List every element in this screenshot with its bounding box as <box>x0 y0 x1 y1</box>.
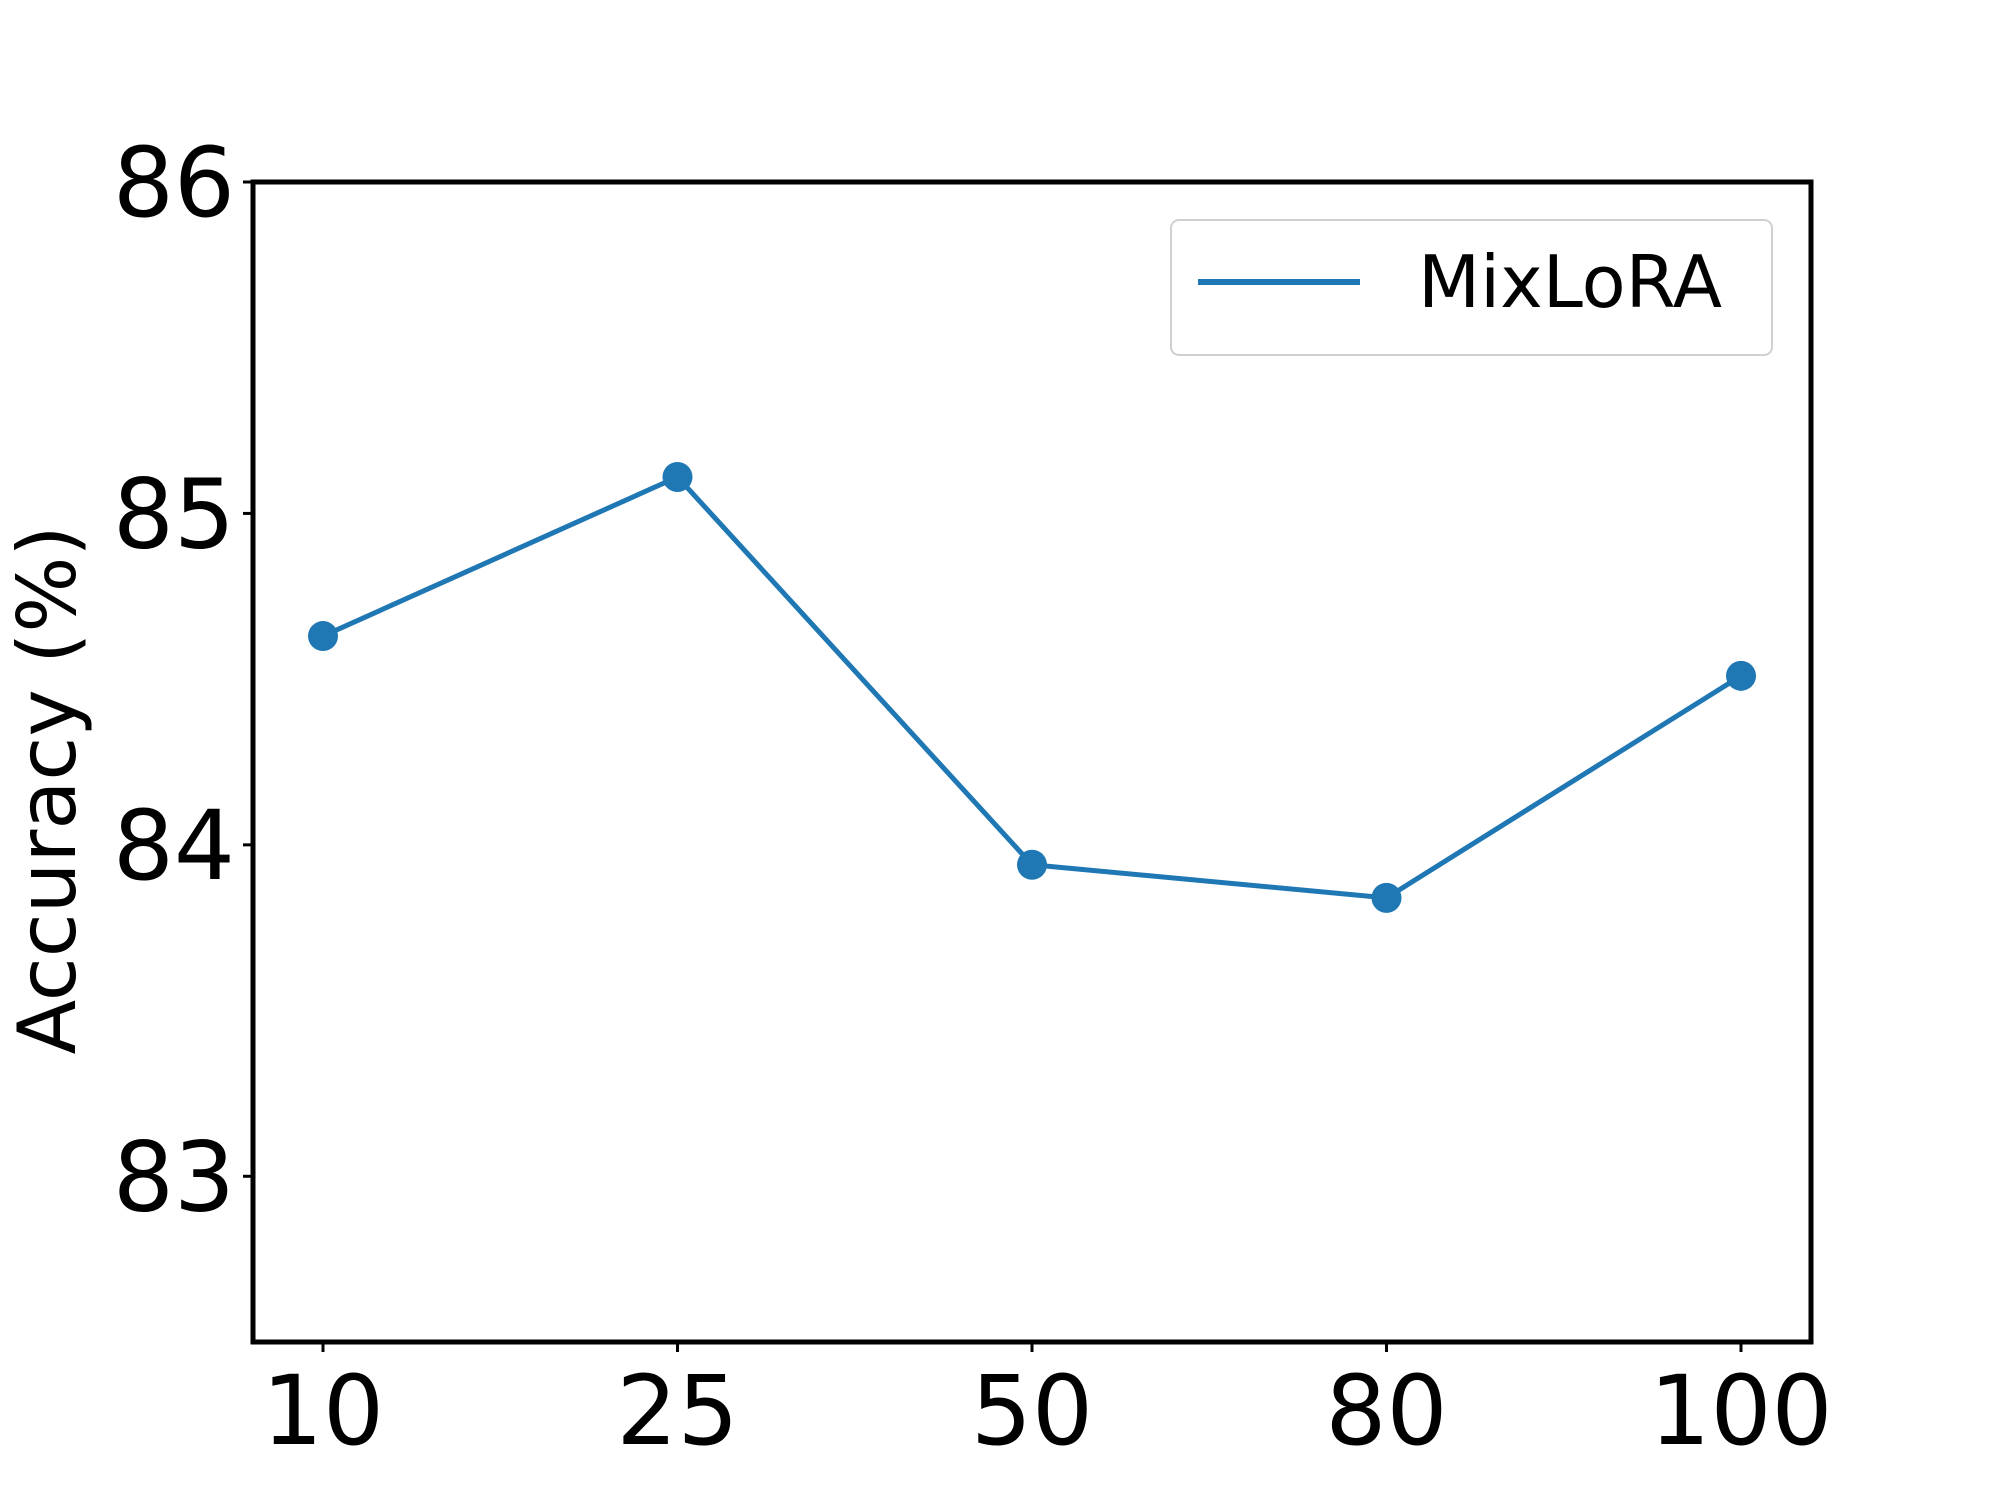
data-point <box>662 461 693 492</box>
x-tick-label: 100 <box>1649 1355 1832 1467</box>
x-tick-label: 10 <box>262 1355 384 1467</box>
x-tick-label: 25 <box>616 1355 738 1467</box>
plot-area <box>253 182 1811 1342</box>
legend-box <box>1170 219 1773 356</box>
x-tick-label: 50 <box>971 1355 1093 1467</box>
legend-marker-swatch <box>1276 279 1282 285</box>
data-point <box>1371 882 1402 913</box>
x-tick-label: 80 <box>1325 1355 1447 1467</box>
data-point <box>1726 660 1756 691</box>
data-point <box>1017 849 1047 880</box>
y-tick-label: 85 <box>113 458 235 570</box>
y-tick-label: 84 <box>113 790 235 902</box>
data-point <box>308 621 338 652</box>
legend-label-mixlora: MixLoRA <box>1418 240 1722 324</box>
y-axis: 83 84 85 86 <box>113 127 253 1233</box>
x-axis: 10 25 50 80 100 <box>262 1342 1833 1467</box>
legend: MixLoRA <box>1170 219 1773 356</box>
y-tick-label: 83 <box>113 1121 235 1233</box>
series-layer <box>308 461 1756 913</box>
y-tick-label: 86 <box>113 127 235 239</box>
y-axis-title: Accuracy (%) <box>1 525 94 1054</box>
plot-frame <box>250 179 1814 1345</box>
